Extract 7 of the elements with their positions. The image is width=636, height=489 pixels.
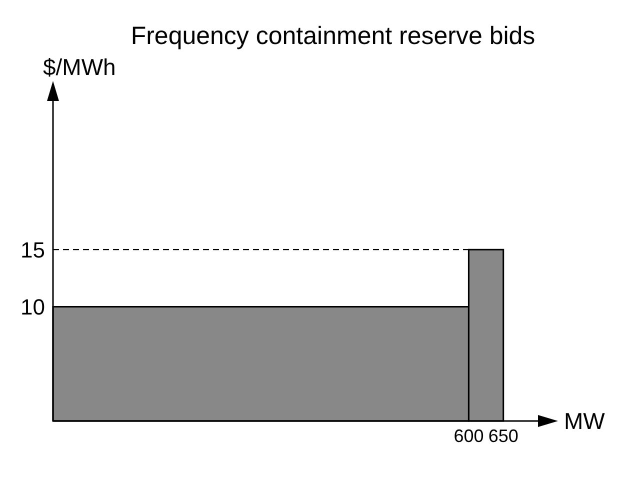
x-tick-label: 600 (454, 426, 484, 446)
y-axis-title: $/MWh (43, 54, 116, 80)
chart-title: Frequency containment reserve bids (130, 21, 536, 51)
x-tick-label: 650 (488, 426, 518, 446)
y-tick-label: 10 (20, 294, 45, 320)
y-tick-label: 15 (20, 237, 45, 262)
x-axis-title: MW (564, 408, 606, 434)
